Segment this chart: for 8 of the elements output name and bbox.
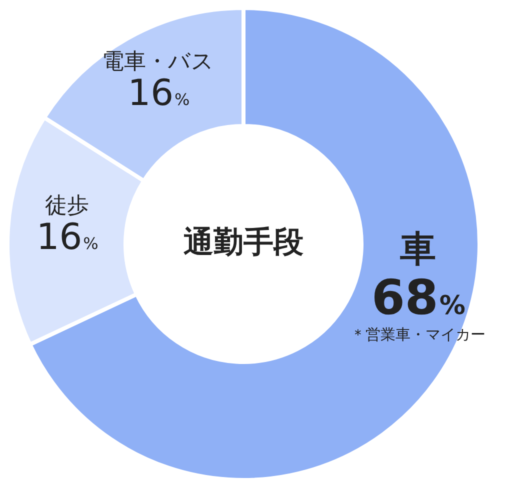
text: ＊営業車・マイカー	[350, 326, 486, 344]
slice-label: 車	[398, 229, 436, 270]
data-label: 68%	[372, 270, 466, 326]
data-label: 16%	[128, 72, 190, 114]
slice-label: 電車・バス	[102, 50, 214, 75]
data-label: 16%	[36, 216, 98, 258]
text: 通勤手段	[184, 224, 304, 260]
slice-label: 徒歩	[44, 194, 89, 219]
